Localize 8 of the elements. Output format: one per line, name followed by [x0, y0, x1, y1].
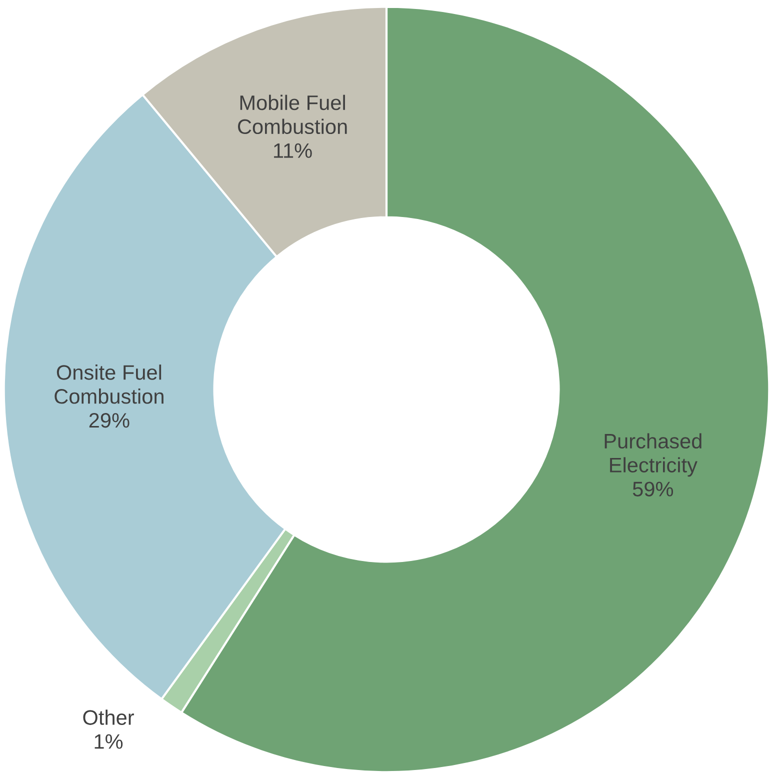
data-label: 1% — [94, 734, 123, 749]
data-label: 29% — [89, 413, 130, 428]
slice-label: Purchased Electricity — [604, 433, 702, 477]
slice-label: Onsite Fuel Combustion — [54, 364, 164, 404]
data-label: 11% — [274, 143, 312, 158]
slice-label: Mobile Fuel Combustion — [238, 94, 347, 134]
data-label: 59% — [632, 482, 674, 496]
slice-label: Other — [83, 710, 134, 725]
